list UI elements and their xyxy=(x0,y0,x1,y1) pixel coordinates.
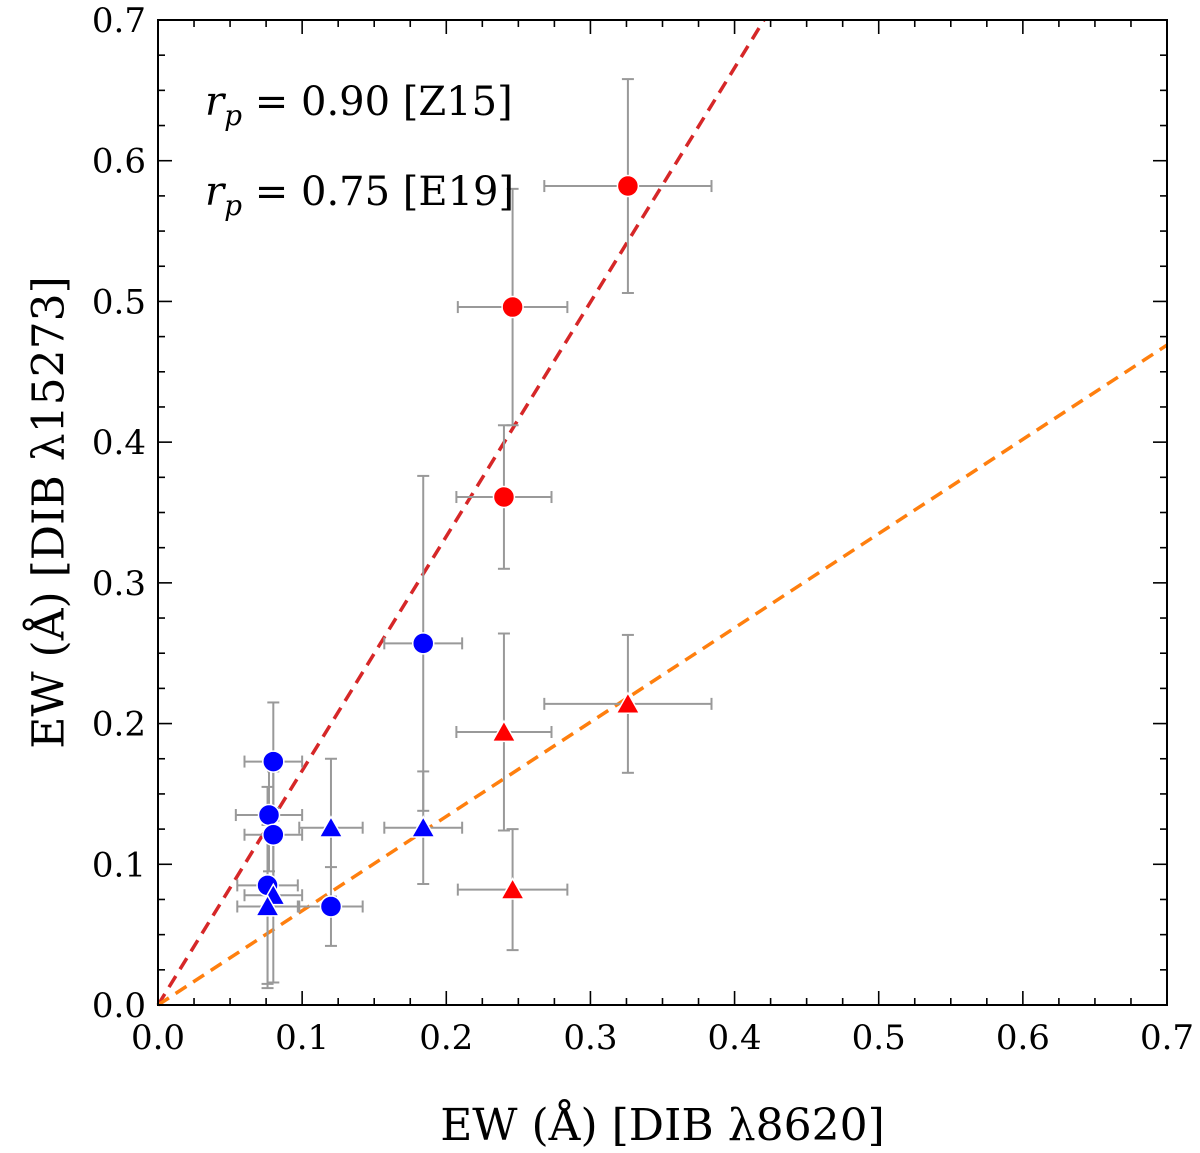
y-tick-label: 0.6 xyxy=(92,142,146,182)
y-tick-label: 0.7 xyxy=(92,1,146,41)
circle-point-s0-p0 xyxy=(616,174,640,198)
plot-frame xyxy=(157,19,1168,1006)
annot-e19-sub: p xyxy=(224,189,242,222)
x-tick-label: 0.3 xyxy=(563,1018,617,1058)
y-axis-title: EW (Å) [DIB λ15273] xyxy=(22,276,75,749)
annot-e19-r: r xyxy=(205,169,227,215)
triangle-point-s3-p1 xyxy=(318,815,344,838)
annot-z15-text: = 0.90 [Z15] xyxy=(242,79,513,125)
fit-line-0 xyxy=(156,19,766,1006)
triangle-point-s2-p0 xyxy=(615,691,641,714)
circle-point-s1-p0 xyxy=(411,632,435,655)
x-axis-title: EW (Å) [DIB λ8620] xyxy=(440,1098,885,1151)
y-tick-label: 0.4 xyxy=(92,423,146,463)
x-tick-label: 0.0 xyxy=(131,1018,185,1058)
correlation-annotation-z15: rp = 0.90 [Z15] xyxy=(205,79,513,132)
y-tick-label: 0.2 xyxy=(92,705,146,745)
circle-point-s1-p5 xyxy=(319,895,343,918)
annot-z15-sub: p xyxy=(224,99,242,132)
circle-point-s1-p1 xyxy=(262,750,285,773)
fit-line-1 xyxy=(157,343,1168,1007)
correlation-annotation-e19: rp = 0.75 [E19] xyxy=(205,169,514,222)
circle-point-s0-p2 xyxy=(492,485,516,509)
x-tick-label: 0.5 xyxy=(852,1018,906,1058)
tick-labels-layer: 0.0 0.1 0.2 0.3 0.4 0.5 0.6 0.7 0.0 0.1 0.2 0.3 0.4 0… xyxy=(92,1,1194,1058)
ticks-layer xyxy=(157,19,1168,1006)
triangle-point-s2-p2 xyxy=(499,877,526,900)
x-tick-label: 0.6 xyxy=(996,1018,1050,1058)
x-tick-label: 0.7 xyxy=(1140,1018,1194,1058)
fit-lines-layer xyxy=(156,19,1168,1007)
circle-point-s0-p1 xyxy=(501,295,524,319)
x-tick-label: 0.1 xyxy=(275,1018,329,1058)
annot-z15-r: r xyxy=(205,79,227,125)
x-tick-label: 0.4 xyxy=(708,1018,762,1058)
triangle-point-s3-p3 xyxy=(254,893,281,917)
y-tick-label: 0.5 xyxy=(92,282,146,322)
y-tick-label: 0.3 xyxy=(92,564,146,604)
annot-e19-text: = 0.75 [E19] xyxy=(242,169,514,215)
circle-point-s1-p2 xyxy=(257,803,281,827)
y-tick-label: 0.0 xyxy=(92,986,146,1026)
triangle-point-s3-p0 xyxy=(410,815,437,838)
y-tick-label: 0.1 xyxy=(92,845,146,885)
triangle-point-s2-p1 xyxy=(491,719,517,743)
circle-point-s1-p3 xyxy=(262,823,285,846)
error-bars-layer xyxy=(234,78,713,990)
points-layer xyxy=(254,174,641,918)
x-tick-label: 0.2 xyxy=(419,1018,473,1058)
